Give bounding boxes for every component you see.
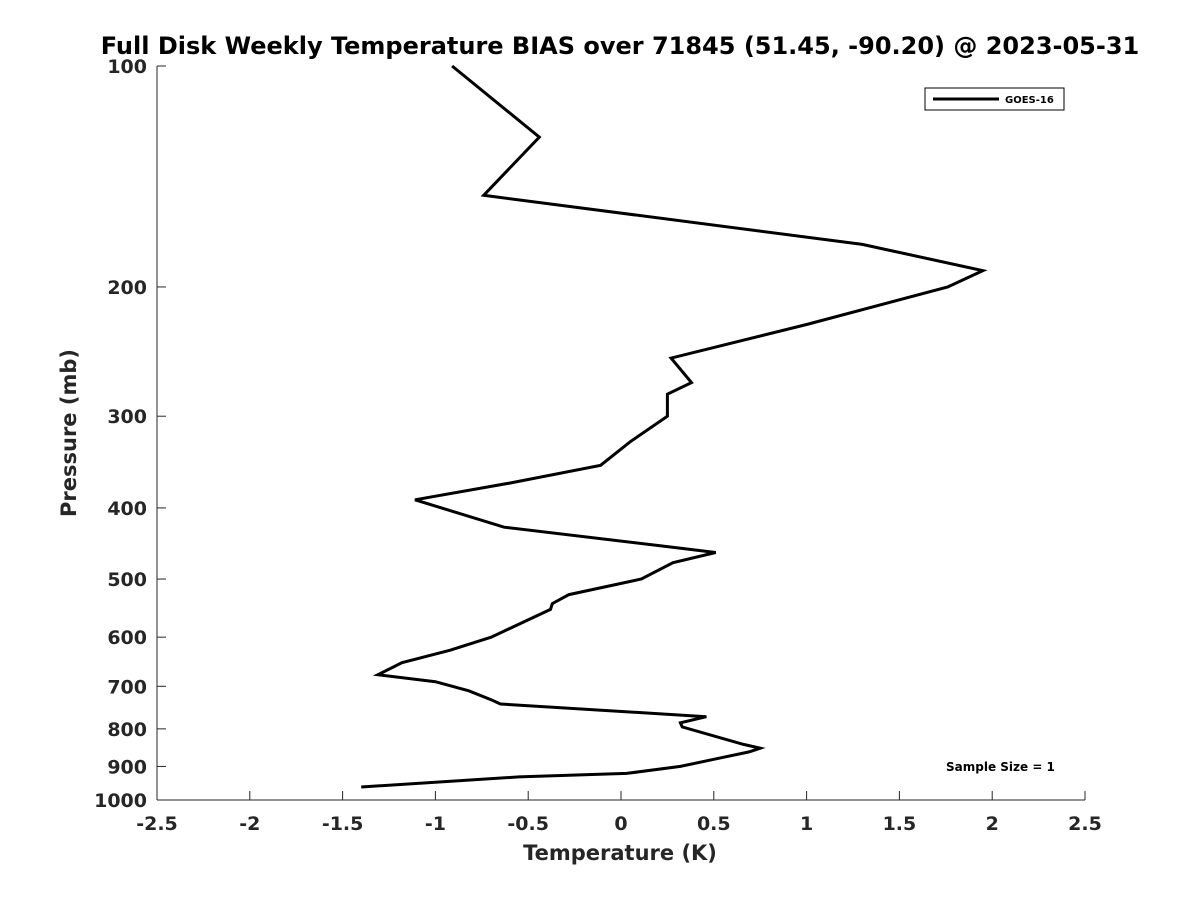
- x-tick-label: -1.5: [322, 813, 364, 835]
- x-axis: -2.5 -2 -1.5 -1 -0.5 0 0.5 1 1.5 2 2.5: [136, 791, 1102, 835]
- y-tick-label: 900: [107, 756, 147, 778]
- x-tick-label: 0: [614, 813, 627, 835]
- y-axis-label: Pressure (mb): [57, 349, 81, 517]
- sample-size-annotation: Sample Size = 1: [946, 760, 1055, 774]
- series-line-goes-16: [361, 64, 988, 789]
- x-tick-label: 1: [800, 813, 813, 835]
- y-tick-label: 100: [107, 56, 147, 78]
- x-tick-label: -2: [239, 813, 260, 835]
- x-tick-label: -1: [425, 813, 446, 835]
- x-tick-label: 1.5: [883, 813, 917, 835]
- y-tick-label: 600: [107, 627, 147, 649]
- y-axis: 100 200 300 400 500 600 700 800 900 1000: [94, 56, 166, 812]
- legend-label: GOES-16: [1005, 95, 1054, 106]
- y-tick-label: 700: [107, 676, 147, 698]
- legend: GOES-16: [924, 87, 1065, 111]
- y-tick-label: 400: [107, 498, 147, 520]
- x-tick-label: 0.5: [697, 813, 731, 835]
- y-tick-label: 300: [107, 406, 147, 428]
- plot-area: [157, 66, 1085, 800]
- x-tick-label: 2.5: [1068, 813, 1102, 835]
- series-layer: [361, 64, 988, 789]
- y-tick-label: 200: [107, 277, 147, 299]
- y-tick-label: 800: [107, 719, 147, 741]
- chart-title: Full Disk Weekly Temperature BIAS over 7…: [101, 32, 1140, 60]
- x-tick-label: -0.5: [507, 813, 549, 835]
- y-tick-label: 500: [107, 569, 147, 591]
- x-tick-label: -2.5: [136, 813, 178, 835]
- x-axis-label: Temperature (K): [523, 841, 717, 865]
- x-tick-label: 2: [986, 813, 999, 835]
- y-tick-label: 1000: [94, 790, 147, 812]
